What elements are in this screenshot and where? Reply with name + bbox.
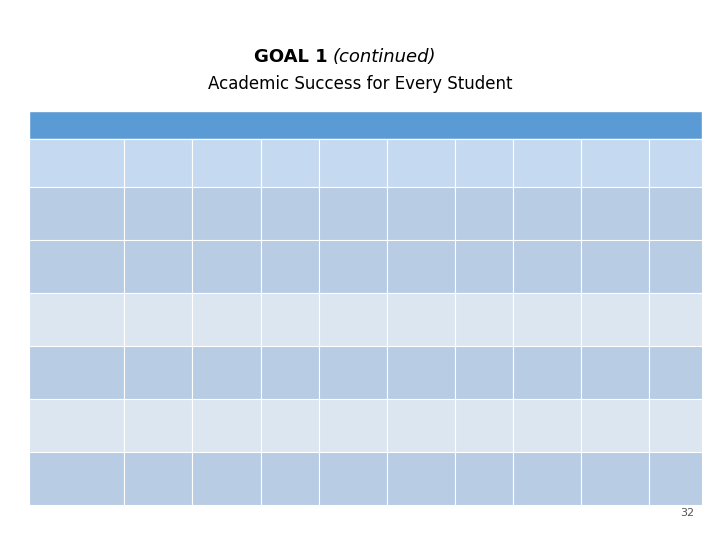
Text: %: % — [415, 368, 426, 377]
Text: %: % — [542, 209, 552, 219]
Text: Hispanic: Hispanic — [54, 262, 99, 272]
Text: %: % — [479, 262, 489, 272]
Text: %: % — [479, 315, 489, 325]
Text: %: % — [348, 262, 358, 272]
Text: 2018-19
Status: 2018-19 Status — [269, 152, 310, 174]
Text: %: % — [222, 474, 231, 483]
Text: %: % — [479, 421, 489, 430]
Text: %: % — [415, 262, 426, 272]
Text: %: % — [670, 421, 680, 430]
Text: %: % — [348, 315, 358, 325]
Text: %: % — [348, 474, 358, 483]
Text: %: % — [542, 474, 552, 483]
Text: %: % — [542, 315, 552, 325]
Text: %: % — [153, 474, 163, 483]
Text: %: % — [415, 315, 426, 325]
Text: 2019-20
Status: 2019-20 Status — [464, 152, 504, 174]
Text: %: % — [222, 315, 231, 325]
Text: Ethnicity: Ethnicity — [55, 158, 98, 168]
Text: %: % — [479, 368, 489, 377]
Text: %: % — [153, 421, 163, 430]
Text: GOAL 1: GOAL 1 — [254, 48, 328, 66]
Text: %: % — [415, 474, 426, 483]
Text: %: % — [153, 315, 163, 325]
Text: %: % — [348, 209, 358, 219]
Text: %: % — [670, 262, 680, 272]
Text: %: % — [610, 262, 620, 272]
Text: %: % — [415, 421, 426, 430]
Text: Female: Female — [58, 474, 95, 483]
Text: %: % — [542, 368, 552, 377]
Text: 2019-20
Projected
Math: 2019-20 Projected Math — [330, 146, 375, 180]
Text: %: % — [670, 474, 680, 483]
Text: %: % — [153, 368, 163, 377]
Text: %: % — [610, 209, 620, 219]
Text: African
American: African American — [52, 203, 102, 225]
Text: %: % — [415, 209, 426, 219]
Text: SP ED: SP ED — [61, 368, 92, 377]
Text: 2020-21
Projected
Math: 2020-21 Projected Math — [524, 146, 570, 180]
Text: 2020-21
Status: 2020-21 Status — [655, 152, 696, 174]
Text: %: % — [284, 209, 294, 219]
Text: %: % — [479, 474, 489, 483]
Text: %: % — [284, 315, 294, 325]
Text: %: % — [153, 209, 163, 219]
Text: Academic Success for Every Student: Academic Success for Every Student — [208, 75, 512, 93]
Text: %: % — [670, 368, 680, 377]
Text: %: % — [348, 368, 358, 377]
Text: %: % — [610, 474, 620, 483]
Text: %: % — [479, 209, 489, 219]
Text: %: % — [222, 368, 231, 377]
Text: 2018-19
Projected
Math: 2018-19 Projected Math — [135, 146, 181, 180]
Text: %: % — [610, 368, 620, 377]
Text: %: % — [284, 474, 294, 483]
Text: %: % — [610, 315, 620, 325]
Text: %: % — [284, 368, 294, 377]
Text: 32: 32 — [680, 508, 695, 518]
Text: %: % — [222, 421, 231, 430]
Text: %: % — [542, 421, 552, 430]
Text: %: % — [670, 209, 680, 219]
Text: %: % — [610, 421, 620, 430]
Text: %: % — [153, 262, 163, 272]
Text: %: % — [284, 421, 294, 430]
Text: %: % — [222, 262, 231, 272]
Text: %: % — [348, 421, 358, 430]
Text: Male: Male — [64, 421, 89, 430]
Text: MATH DISAGGREGATED SBA DATA: MATH DISAGGREGATED SBA DATA — [228, 118, 492, 132]
Text: 2020-21
Actual Math: 2020-21 Actual Math — [585, 152, 644, 174]
Text: %: % — [284, 262, 294, 272]
Text: %: % — [542, 262, 552, 272]
Text: White: White — [61, 315, 92, 325]
Text: %: % — [670, 315, 680, 325]
Text: %: % — [222, 209, 231, 219]
Text: 2019-20
Actual
Math: 2019-20 Actual Math — [400, 146, 441, 180]
Text: (continued): (continued) — [333, 48, 436, 66]
Text: 2018-19
Actual
Math: 2018-19 Actual Math — [207, 146, 247, 180]
